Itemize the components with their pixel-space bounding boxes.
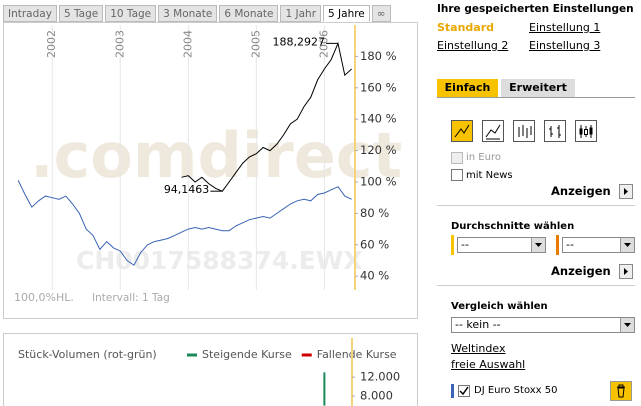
x-tick-label: 2004	[181, 30, 194, 58]
panel-tab[interactable]: Erweitert	[501, 79, 575, 97]
chart-type-icon[interactable]	[575, 120, 597, 142]
annotation: 94,1463	[164, 183, 210, 196]
checkbox[interactable]	[451, 152, 463, 164]
section-title: Vergleich wählen	[451, 301, 548, 312]
button[interactable]: Anzeigen	[551, 184, 611, 198]
chart-type-icon[interactable]	[451, 120, 473, 142]
chart-type-icon[interactable]	[513, 120, 535, 142]
link[interactable]: freie Auswahl	[451, 358, 526, 371]
button-arrow[interactable]	[619, 184, 633, 199]
watermark-logo: .comdirect	[30, 119, 402, 192]
select[interactable]: -- kein --	[451, 317, 635, 333]
y-tick-label: 100 %	[360, 174, 397, 188]
interval-label: Intervall: 1 Tag	[92, 292, 170, 304]
comparison-item: DJ Euro Stoxx 50	[474, 385, 558, 396]
select-value: --	[461, 238, 469, 251]
period-tab[interactable]: 5 Jahre	[323, 5, 370, 22]
x-tick-label: 2005	[249, 30, 262, 58]
annotation: 188,2927	[272, 35, 325, 48]
volume-bar	[323, 372, 326, 406]
volume-title: Stück-Volumen (rot-grün)	[18, 348, 157, 361]
legend-label: Steigende Kurse	[202, 348, 292, 361]
y-tick-label: 8.000	[360, 389, 393, 403]
panel-tab[interactable]: Einfach	[437, 79, 498, 97]
period-tab[interactable]: 5 Tage	[58, 5, 104, 22]
period-tab[interactable]: 1 Jahr	[280, 5, 322, 22]
period-tab[interactable]: 6 Monate	[219, 5, 279, 22]
scale-label: 100,0%HL.	[14, 291, 74, 304]
volume-frame	[3, 333, 418, 406]
period-tab[interactable]: Intraday	[3, 5, 57, 22]
button[interactable]: Anzeigen	[551, 264, 611, 278]
period-tab[interactable]: ∞	[371, 5, 391, 22]
legend-label: Fallende Kurse	[317, 348, 397, 361]
y-tick-label: 40 %	[360, 269, 389, 283]
period-tab[interactable]: 3 Monate	[158, 5, 218, 22]
y-tick-label: 80 %	[360, 206, 389, 220]
chart-type-icon[interactable]	[482, 120, 504, 142]
setting-link[interactable]: Standard	[437, 21, 495, 34]
price-line	[17, 180, 352, 266]
y-tick-label: 12.000	[360, 370, 400, 384]
y-tick-label: 60 %	[360, 237, 389, 251]
x-tick-label: 2002	[45, 30, 58, 58]
period-tab[interactable]: 10 Tage	[105, 5, 157, 22]
x-tick-label: 2003	[113, 30, 126, 58]
y-tick-label: 180 %	[360, 49, 397, 63]
select[interactable]: --	[562, 237, 635, 253]
section-title: Durchschnitte wählen	[451, 221, 575, 232]
option-label: in Euro	[466, 152, 501, 163]
settings-panel: Ihre gespeicherten Einstellungen Standar…	[437, 0, 641, 406]
x-tick-label: 2006	[317, 30, 330, 58]
chart-type-icon[interactable]	[544, 120, 566, 142]
chart-area: .comdirect CH0017588374.EWX 2002 2003 2004 20…	[3, 22, 418, 406]
link[interactable]: Weltindex	[451, 342, 506, 355]
setting-link[interactable]: Einstellung 1	[529, 21, 601, 34]
checkbox[interactable]	[458, 385, 470, 397]
delete-button[interactable]	[610, 381, 632, 401]
setting-link[interactable]: Einstellung 2	[437, 39, 509, 52]
setting-link[interactable]: Einstellung 3	[529, 39, 601, 52]
watermark-symbol: CH0017588374.EWX	[76, 246, 363, 275]
button-arrow[interactable]	[619, 264, 633, 279]
option-label: mit News	[466, 170, 513, 181]
y-tick-label: 140 %	[360, 112, 397, 126]
select[interactable]: --	[457, 237, 546, 253]
y-tick-label: 120 %	[360, 143, 397, 157]
period-tabs: Intraday 5 Tage 10 Tage 3 Monate 6 Monate 1 J…	[3, 5, 391, 22]
select-value: --	[566, 238, 574, 251]
y-tick-label: 160 %	[360, 80, 397, 94]
settings-title: Ihre gespeicherten Einstellungen	[437, 3, 634, 15]
checkbox[interactable]	[451, 169, 463, 181]
price-line	[181, 41, 352, 192]
select-value: -- kein --	[455, 318, 501, 331]
